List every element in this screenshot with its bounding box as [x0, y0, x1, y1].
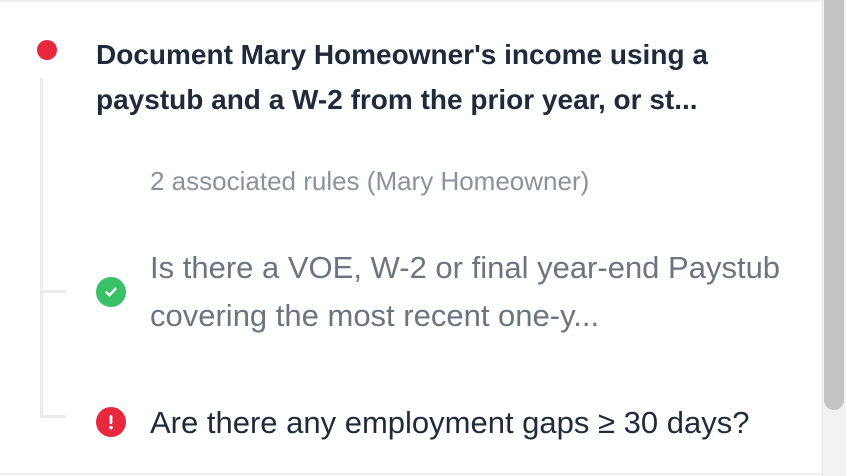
- exclamation-circle-icon: [96, 407, 126, 437]
- rule-text: Is there a VOE, W-2 or final year-end Pa…: [150, 250, 781, 333]
- check-circle-icon: [96, 277, 126, 307]
- scrollbar-thumb[interactable]: [824, 0, 844, 410]
- red-dot-icon: [37, 40, 57, 60]
- card-divider-bottom: [0, 473, 822, 475]
- tree-branch-rule-2: [40, 415, 66, 418]
- tree-branch-rule-1: [40, 290, 66, 293]
- rule-text: Are there any employment gaps ≥ 30 days?: [150, 405, 750, 440]
- requirement-title[interactable]: Document Mary Homeowner's income using a…: [96, 39, 708, 115]
- associated-rules-count: 2 associated rules (Mary Homeowner): [150, 166, 590, 196]
- card-divider-top: [0, 0, 822, 2]
- tree-connector-line: [40, 78, 43, 416]
